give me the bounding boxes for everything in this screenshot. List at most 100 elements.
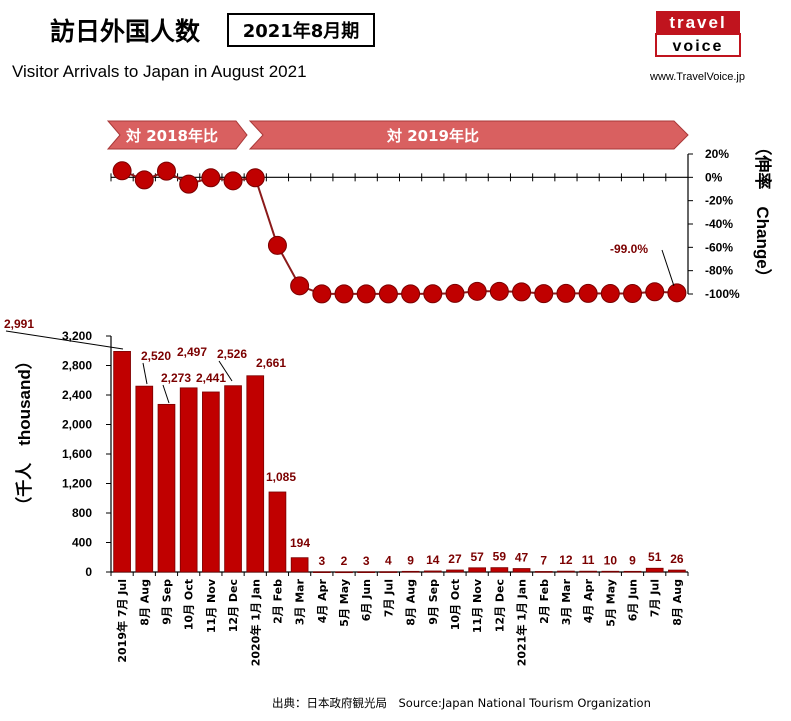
bar-value-label: 2,273 bbox=[161, 371, 191, 385]
bar-value-label: 59 bbox=[493, 550, 507, 564]
bar bbox=[202, 391, 220, 573]
arrivals-bar-chart: 0 400 800 1,200 1,600 2,000 2,400 2,800 3,200 2,… bbox=[4, 317, 689, 666]
bar bbox=[623, 570, 642, 573]
bar-category-label: 2020年 1月 Jan bbox=[248, 579, 262, 666]
bar-value-label: 4 bbox=[385, 554, 392, 568]
value-leader bbox=[142, 362, 148, 385]
bar bbox=[490, 567, 509, 573]
bar-value-label: 3 bbox=[318, 554, 325, 568]
bar bbox=[468, 567, 487, 573]
bar-y-tick-label: 400 bbox=[72, 536, 92, 550]
value-leader bbox=[218, 360, 233, 382]
change-point bbox=[600, 284, 620, 304]
change-y-tick-label: -60% bbox=[705, 240, 733, 254]
bar-value-label: 7 bbox=[540, 553, 547, 567]
change-point bbox=[312, 284, 332, 304]
bar-value-label: 2 bbox=[341, 554, 348, 568]
change-point bbox=[334, 284, 354, 304]
change-point bbox=[201, 168, 221, 188]
bar bbox=[268, 491, 287, 573]
bar bbox=[645, 567, 664, 573]
value-leader bbox=[162, 384, 170, 404]
source-note: 出典：日本政府観光局 Source:Japan National Tourism… bbox=[272, 696, 651, 710]
annotation-leader bbox=[661, 249, 675, 286]
change-point bbox=[423, 284, 443, 304]
bar bbox=[668, 569, 686, 573]
bar-category-label: 8月 Aug bbox=[138, 579, 151, 626]
bar-category-label: 3月 Mar bbox=[560, 578, 573, 625]
change-y-tick-label: -20% bbox=[705, 194, 733, 208]
bar-category-label: 9月 Sep bbox=[427, 579, 440, 625]
bar bbox=[601, 570, 620, 573]
change-point bbox=[267, 235, 287, 255]
bar bbox=[512, 568, 531, 573]
value-leader bbox=[5, 330, 124, 350]
change-point bbox=[223, 171, 243, 191]
bar-category-label: 7月 Jul bbox=[382, 579, 395, 617]
change-point bbox=[645, 282, 665, 302]
bar bbox=[401, 570, 420, 573]
bar-y-tick-label: 2,800 bbox=[62, 359, 92, 373]
banner-2019 bbox=[248, 120, 689, 150]
period-box bbox=[227, 13, 375, 47]
change-y-tick-label: -100% bbox=[705, 287, 740, 301]
banner-2018-label: 対 2018年比 bbox=[125, 127, 218, 145]
bar-value-label: 11 bbox=[582, 553, 595, 567]
logo-bottom-block bbox=[655, 33, 741, 57]
bar bbox=[335, 571, 353, 574]
change-axis-title: （伸率 Change） bbox=[753, 138, 773, 285]
bar-value-label: 3 bbox=[363, 554, 370, 568]
bar-category-label: 2月 Feb bbox=[538, 579, 551, 624]
bar-value-label: 2,661 bbox=[256, 356, 286, 370]
bar-y-tick-label: 1,600 bbox=[62, 447, 92, 461]
bar bbox=[179, 387, 198, 573]
bar-category-label: 2021年 1月 Jan bbox=[515, 579, 529, 666]
change-y-tick-label: -80% bbox=[705, 264, 733, 278]
logo-top-text: travel bbox=[669, 13, 726, 32]
bar-category-label: 11月 Nov bbox=[471, 578, 484, 633]
banner-2018 bbox=[106, 120, 248, 150]
change-point bbox=[245, 168, 265, 188]
change-y-tick-label: 20% bbox=[705, 147, 729, 161]
change-line-chart: 20% 0% -20% -40% -60% -80% -100% -99.0% （伸率 Ch… bbox=[110, 138, 773, 304]
change-series-line bbox=[121, 169, 677, 295]
bar-value-label: 26 bbox=[670, 552, 684, 566]
change-point bbox=[356, 284, 376, 304]
bar-value-label: 14 bbox=[426, 553, 440, 567]
banner-2019-label: 対 2019年比 bbox=[386, 127, 479, 145]
change-point bbox=[489, 281, 509, 301]
bar-category-label: 10月 Oct bbox=[449, 579, 462, 630]
bar bbox=[290, 557, 309, 573]
bar-category-label: 6月 Jun bbox=[627, 579, 640, 621]
change-y-tick-label: 0% bbox=[705, 170, 723, 184]
bar-category-label: 2月 Feb bbox=[271, 579, 284, 624]
logo-top-block bbox=[656, 11, 740, 34]
bar-category-label: 12月 Dec bbox=[227, 579, 240, 632]
site-url: www.TravelVoice.jp bbox=[649, 71, 745, 83]
bar-category-label: 8月 Aug bbox=[405, 579, 418, 626]
bar bbox=[357, 571, 376, 573]
bar-value-label: 57 bbox=[470, 550, 484, 564]
bar-value-label: 2,526 bbox=[217, 347, 247, 361]
bar-category-label: 2019年 7月 Jul bbox=[115, 579, 129, 663]
bar-category-label: 12月 Dec bbox=[493, 579, 506, 632]
change-point bbox=[623, 284, 643, 304]
bar bbox=[579, 570, 597, 573]
bar-value-label: 2,520 bbox=[141, 349, 171, 363]
bar-y-tick-label: 3,200 bbox=[62, 329, 92, 343]
bar-y-tick-label: 1,200 bbox=[62, 477, 92, 491]
bar-value-label: 194 bbox=[290, 536, 310, 550]
bar-category-label: 3月 Mar bbox=[294, 578, 307, 625]
bar-category-label: 7月 Jul bbox=[649, 579, 662, 617]
logo-bottom-text: voice bbox=[673, 38, 724, 55]
bar bbox=[557, 570, 575, 573]
bar-category-label: 9月 Sep bbox=[160, 579, 173, 625]
bar-category-label: 8月 Aug bbox=[671, 579, 684, 626]
change-point bbox=[112, 161, 132, 181]
change-point bbox=[534, 284, 554, 304]
bar bbox=[246, 375, 265, 573]
bar bbox=[312, 571, 331, 573]
change-point bbox=[401, 284, 421, 304]
bar-category-label: 5月 May bbox=[338, 579, 351, 627]
